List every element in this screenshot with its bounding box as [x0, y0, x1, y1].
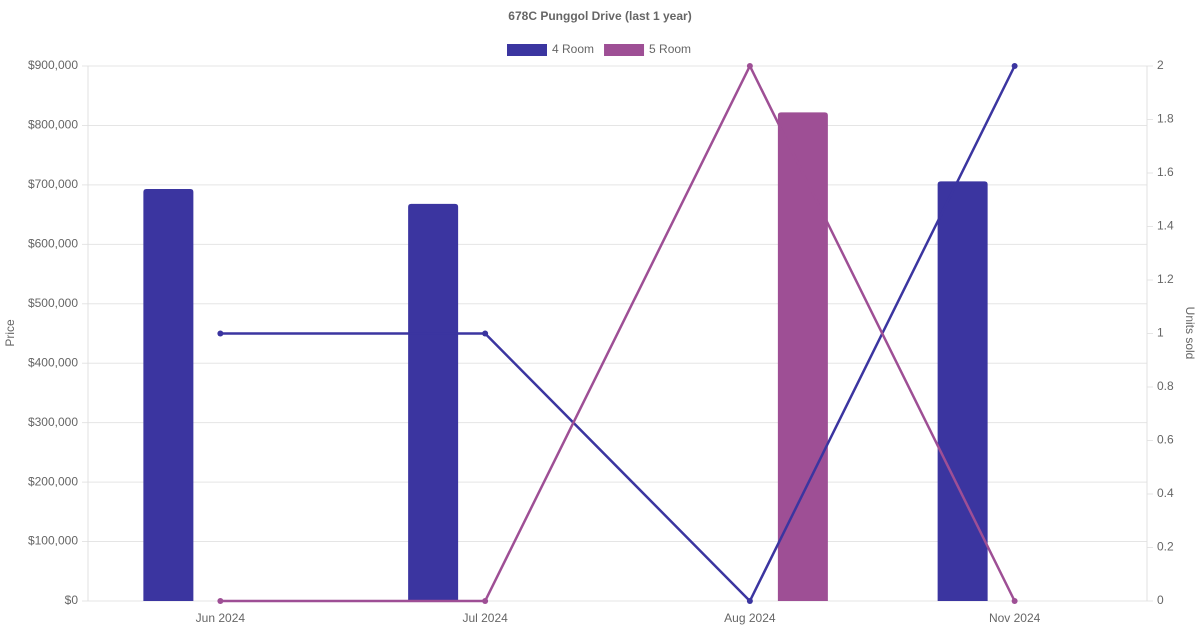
y-tick-label: $600,000 — [28, 237, 78, 251]
y-tick-label: $900,000 — [28, 58, 78, 72]
x-tick-label: Nov 2024 — [989, 611, 1041, 625]
point — [746, 63, 753, 69]
point — [1011, 63, 1018, 69]
y-tick-label: $500,000 — [28, 296, 78, 310]
x-tick-label: Aug 2024 — [724, 611, 776, 625]
y2-tick-label: 1.8 — [1157, 112, 1174, 126]
y-axis-label: Price — [3, 319, 17, 347]
y2-tick-label: 0.8 — [1157, 379, 1174, 393]
point — [217, 598, 224, 604]
y2-tick-label: 0 — [1157, 593, 1164, 607]
point — [482, 598, 489, 604]
y-tick-label: $200,000 — [28, 474, 78, 488]
x-tick-label: Jun 2024 — [196, 611, 246, 625]
y-tick-label: $400,000 — [28, 355, 78, 369]
legend-label: 5 Room — [649, 42, 691, 56]
legend-label: 4 Room — [552, 42, 594, 56]
y2-tick-label: 0.2 — [1157, 540, 1174, 554]
y2-tick-label: 0.4 — [1157, 486, 1174, 500]
y2-tick-label: 1 — [1157, 326, 1164, 340]
legend-swatch — [507, 44, 547, 56]
point — [746, 598, 753, 604]
y-tick-label: $800,000 — [28, 118, 78, 132]
x-tick-label: Jul 2024 — [462, 611, 508, 625]
y-tick-label: $300,000 — [28, 415, 78, 429]
y2-tick-label: 1.4 — [1157, 219, 1174, 233]
point — [482, 330, 489, 337]
y2-axis-label: Units sold — [1183, 307, 1197, 360]
y2-tick-label: 1.2 — [1157, 272, 1174, 286]
y-tick-label: $0 — [65, 593, 79, 607]
point — [1011, 598, 1018, 604]
bar — [143, 189, 194, 602]
bar — [777, 112, 828, 601]
y-tick-label: $100,000 — [28, 534, 78, 548]
line — [220, 63, 1016, 603]
y2-tick-label: 0.6 — [1157, 433, 1174, 447]
bar — [408, 203, 459, 601]
y2-tick-label: 2 — [1157, 58, 1164, 72]
legend-swatch — [604, 44, 645, 56]
point — [217, 330, 224, 337]
bar — [937, 181, 988, 602]
y2-tick-label: 1.6 — [1157, 165, 1174, 179]
chart-title: 678C Punggol Drive (last 1 year) — [508, 9, 691, 23]
y-tick-label: $700,000 — [28, 177, 78, 191]
